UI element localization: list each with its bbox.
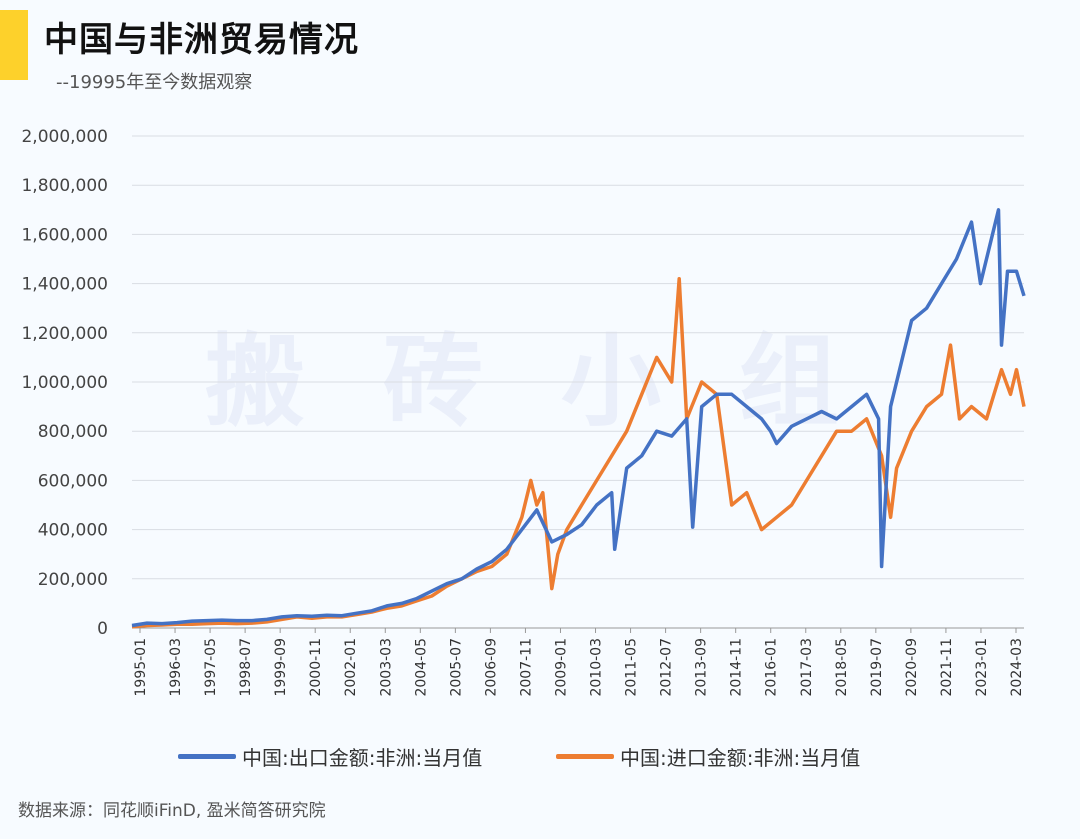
series-line (131, 276, 1026, 629)
y-tick-label: 1,000,000 (21, 373, 108, 393)
x-tick-label: 1997-05 (203, 638, 219, 697)
x-tick-label: 2009-01 (553, 638, 569, 697)
y-tick-label: 600,000 (38, 471, 108, 491)
x-tick-label: 2010-03 (589, 638, 605, 697)
x-tick-label: 2016-01 (764, 638, 780, 697)
x-tick-label: 2021-11 (939, 638, 955, 697)
x-tick-label: 2005-07 (448, 638, 464, 697)
x-tick-label: 2012-07 (659, 638, 675, 697)
x-tick-label: 2017-03 (799, 638, 815, 697)
y-tick-label: 1,800,000 (21, 176, 108, 196)
x-tick-label: 1998-07 (238, 638, 254, 697)
x-tick-label: 2003-03 (378, 638, 394, 697)
x-tick-label: 2007-11 (518, 638, 534, 697)
x-tick-label: 1995-01 (133, 638, 149, 697)
series-lines (131, 208, 1026, 629)
line-chart: 2,000,000 1,800,000 1,600,000 1,400,000 1,20… (21, 127, 1026, 697)
legend-item-import: 中国:进口金额:非洲:当月值 (556, 742, 860, 771)
legend-label-import: 中国:进口金额:非洲:当月值 (620, 746, 861, 770)
legend-swatch-export (178, 754, 236, 759)
y-tick-label: 1,200,000 (21, 324, 108, 344)
x-tick-label: 2020-09 (904, 638, 920, 697)
y-axis-ticks: 2,000,000 1,800,000 1,600,000 1,400,000 1,20… (21, 127, 108, 639)
x-tick-label: 2000-11 (308, 638, 324, 697)
x-tick-label: 2011-05 (624, 638, 640, 697)
x-tick-label: 2024-03 (1009, 638, 1025, 697)
legend-swatch-import (556, 754, 614, 759)
y-tick-label: 1,400,000 (21, 275, 108, 295)
x-tick-label: 2019-07 (869, 638, 885, 697)
x-tick-label: 1996-03 (168, 638, 184, 697)
x-tick-label: 2013-09 (694, 638, 710, 697)
chart-subtitle: --19995年至今数据观察 (56, 72, 253, 93)
y-tick-label: 200,000 (38, 570, 108, 590)
y-tick-label: 2,000,000 (21, 127, 108, 147)
legend-item-export: 中国:出口金额:非洲:当月值 (178, 742, 482, 771)
x-tick-label: 2023-01 (974, 638, 990, 697)
chart-title: 中国与非洲贸易情况 (44, 20, 359, 60)
x-tick-label: 2002-01 (343, 638, 359, 697)
x-tick-label: 2018-05 (834, 638, 850, 697)
y-tick-label: 1,600,000 (21, 225, 108, 245)
x-axis-ticks: 1995-01 1996-03 1997-05 1998-07 1999-09 2000-… (133, 628, 1025, 697)
x-tick-label: 2004-05 (413, 638, 429, 697)
y-tick-label: 0 (97, 619, 108, 639)
y-tick-label: 800,000 (38, 422, 108, 442)
x-tick-label: 1999-09 (273, 638, 289, 697)
y-tick-label: 400,000 (38, 521, 108, 541)
grid-lines (132, 135, 1024, 629)
x-tick-label: 2006-09 (483, 638, 499, 697)
x-tick-label: 2014-11 (729, 638, 745, 697)
data-source-note: 数据来源：同花顺iFinD, 盈米简答研究院 (18, 801, 326, 821)
legend-label-export: 中国:出口金额:非洲:当月值 (242, 746, 483, 770)
series-line (131, 208, 1026, 628)
title-accent-bar (0, 10, 28, 80)
